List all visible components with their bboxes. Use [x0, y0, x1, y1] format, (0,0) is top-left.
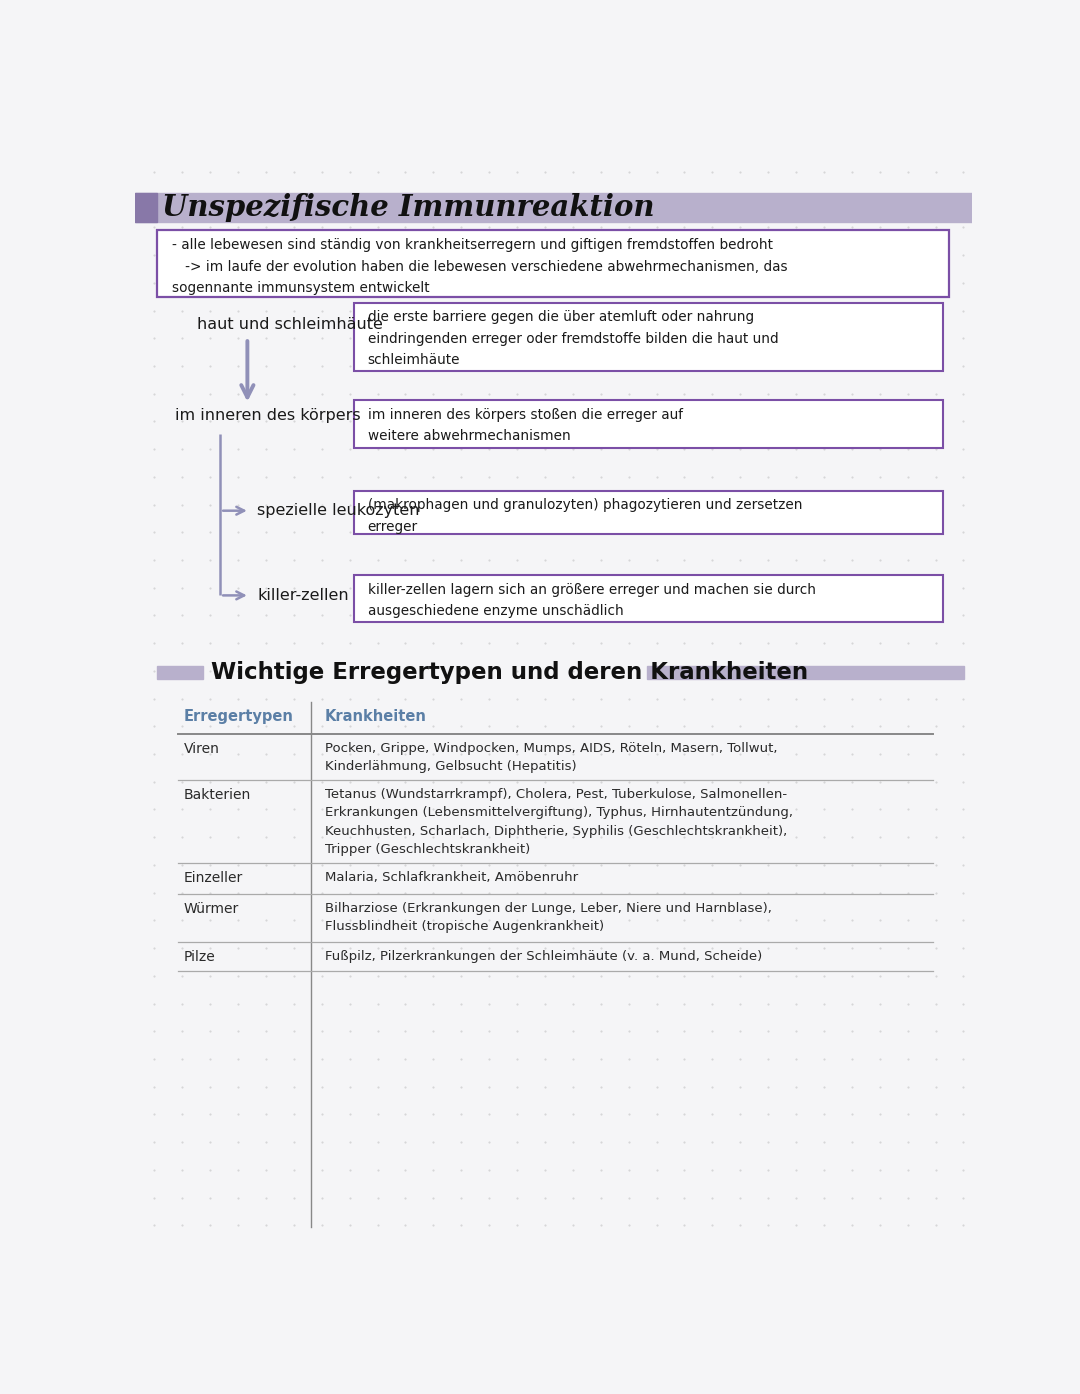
FancyBboxPatch shape	[157, 230, 948, 297]
Text: spezielle leukozyten: spezielle leukozyten	[257, 503, 420, 519]
Text: Malaria, Schlafkrankheit, Amöbenruhr: Malaria, Schlafkrankheit, Amöbenruhr	[325, 871, 578, 884]
Text: im inneren des körpers: im inneren des körpers	[175, 407, 361, 422]
Text: killer-zellen: killer-zellen	[257, 588, 349, 602]
Text: Erregertypen: Erregertypen	[184, 710, 294, 725]
Text: Tetanus (Wundstarrkrampf), Cholera, Pest, Tuberkulose, Salmonellen-
Erkrankungen: Tetanus (Wundstarrkrampf), Cholera, Pest…	[325, 788, 793, 856]
Text: haut und schleimhäute: haut und schleimhäute	[197, 316, 383, 332]
Text: sogennante immunsystem entwickelt: sogennante immunsystem entwickelt	[172, 282, 430, 296]
Text: Krankheiten: Krankheiten	[325, 710, 427, 725]
Bar	[157, 666, 203, 679]
Text: Pocken, Grippe, Windpocken, Mumps, AIDS, Röteln, Masern, Tollwut,
Kinderlähmung,: Pocken, Grippe, Windpocken, Mumps, AIDS,…	[325, 742, 778, 774]
Text: Bilharziose (Erkrankungen der Lunge, Leber, Niere und Harnblase),
Flussblindheit: Bilharziose (Erkrankungen der Lunge, Leb…	[325, 902, 772, 934]
Text: -> im laufe der evolution haben die lebewesen verschiedene abwehrmechanismen, da: -> im laufe der evolution haben die lebe…	[172, 259, 787, 273]
Text: - alle lebewesen sind ständig von krankheitserregern und giftigen fremdstoffen b: - alle lebewesen sind ständig von krankh…	[172, 238, 773, 252]
Text: Wichtige Erregertypen und deren Krankheiten: Wichtige Erregertypen und deren Krankhei…	[211, 661, 808, 684]
Text: im inneren des körpers stoßen die erreger auf
weitere abwehrmechanismen: im inneren des körpers stoßen die errege…	[367, 407, 683, 443]
Bar	[647, 666, 964, 679]
Text: Unspezifische Immunreaktion: Unspezifische Immunreaktion	[162, 192, 654, 222]
Text: Würmer: Würmer	[184, 902, 239, 916]
Bar	[135, 192, 972, 222]
Text: (makrophagen und granulozyten) phagozytieren und zersetzen
erreger: (makrophagen und granulozyten) phagozyti…	[367, 499, 802, 534]
Text: die erste barriere gegen die über atemluft oder nahrung
eindringenden erreger od: die erste barriere gegen die über atemlu…	[367, 311, 778, 367]
Text: Pilze: Pilze	[184, 949, 216, 963]
FancyBboxPatch shape	[353, 576, 943, 622]
Bar	[135, 192, 157, 222]
Text: Fußpilz, Pilzerkrankungen der Schleimhäute (v. a. Mund, Scheide): Fußpilz, Pilzerkrankungen der Schleimhäu…	[325, 949, 762, 963]
Text: Einzeller: Einzeller	[184, 871, 243, 885]
FancyBboxPatch shape	[353, 400, 943, 447]
Text: killer-zellen lagern sich an größere erreger und machen sie durch
ausgeschiedene: killer-zellen lagern sich an größere err…	[367, 583, 815, 618]
Text: Viren: Viren	[184, 742, 219, 756]
Text: Bakterien: Bakterien	[184, 788, 251, 802]
FancyBboxPatch shape	[353, 302, 943, 371]
FancyBboxPatch shape	[353, 491, 943, 534]
